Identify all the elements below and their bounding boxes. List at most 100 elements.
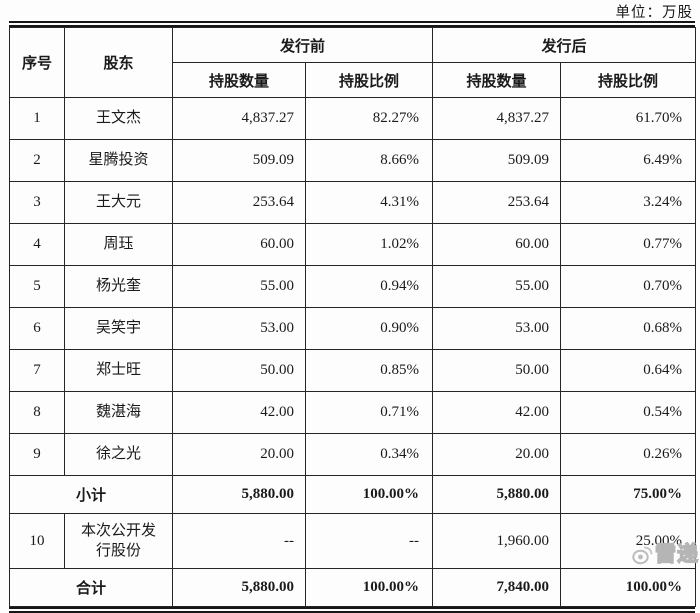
pre-qty: 60.00 xyxy=(172,223,306,266)
header-shareholder: 股东 xyxy=(64,27,173,98)
pre-ratio: 8.66% xyxy=(304,139,434,182)
pre-qty: 42.00 xyxy=(172,391,306,434)
post-qty: 509.09 xyxy=(432,139,562,182)
subtotal-post-qty: 5,880.00 xyxy=(432,475,562,514)
pre-qty: 509.09 xyxy=(172,139,306,182)
shareholding-table-container: 序号 股东 发行前 发行后 持股数量 持股比例 持股数量 持股比例 1 王文杰 … xyxy=(9,21,697,613)
pre-qty: 55.00 xyxy=(172,265,306,308)
row-index: 4 xyxy=(9,223,65,266)
total-pre-qty: 5,880.00 xyxy=(172,568,306,607)
pre-ratio: 0.90% xyxy=(304,307,434,350)
table-row: 7 郑士旺 50.00 0.85% 50.00 0.64% xyxy=(9,349,697,392)
pre-ratio: 0.85% xyxy=(304,349,434,392)
post-ratio: 3.24% xyxy=(560,181,697,224)
pre-ratio: 0.34% xyxy=(304,433,434,476)
table-row: 8 魏湛海 42.00 0.71% 42.00 0.54% xyxy=(9,391,697,434)
shareholder-name: 周珏 xyxy=(64,223,173,266)
post-ratio: 0.64% xyxy=(560,349,697,392)
row-index: 5 xyxy=(9,265,65,308)
post-ratio: 0.70% xyxy=(560,265,697,308)
shareholder-name: 星腾投资 xyxy=(64,139,173,182)
row-index: 10 xyxy=(9,513,65,569)
shareholder-name: 郑士旺 xyxy=(64,349,173,392)
post-ratio: 0.26% xyxy=(560,433,697,476)
table-body: 1 王文杰 4,837.27 82.27% 4,837.27 61.70% 2 … xyxy=(9,97,697,607)
subtotal-post-ratio: 75.00% xyxy=(560,475,697,514)
pre-ratio: 0.94% xyxy=(304,265,434,308)
total-post-qty: 7,840.00 xyxy=(432,568,562,607)
header-no: 序号 xyxy=(9,27,65,98)
post-ratio: 0.68% xyxy=(560,307,697,350)
shareholder-name: 王大元 xyxy=(64,181,173,224)
post-ratio: 0.77% xyxy=(560,223,697,266)
table-row: 2 星腾投资 509.09 8.66% 509.09 6.49% xyxy=(9,139,697,182)
post-qty: 253.64 xyxy=(432,181,562,224)
row-index: 2 xyxy=(9,139,65,182)
header-pre-issue: 发行前 xyxy=(171,27,434,63)
pre-qty: -- xyxy=(172,513,306,569)
total-label: 合计 xyxy=(9,568,173,607)
table-row: 5 杨光奎 55.00 0.94% 55.00 0.70% xyxy=(9,265,697,308)
table-header: 序号 股东 发行前 发行后 持股数量 持股比例 持股数量 持股比例 xyxy=(9,27,697,98)
subtotal-pre-qty: 5,880.00 xyxy=(172,475,306,514)
total-row: 合计 5,880.00 100.00% 7,840.00 100.00% xyxy=(9,568,697,607)
table-row: 4 周珏 60.00 1.02% 60.00 0.77% xyxy=(9,223,697,266)
shareholder-name: 本次公开发行股份 xyxy=(64,513,173,569)
row-index: 3 xyxy=(9,181,65,224)
weibo-eye-icon xyxy=(631,544,654,565)
shareholder-name: 魏湛海 xyxy=(64,391,173,434)
table-row: 9 徐之光 20.00 0.34% 20.00 0.26% xyxy=(9,433,697,476)
subtotal-pre-ratio: 100.00% xyxy=(304,475,434,514)
pre-ratio: 1.02% xyxy=(304,223,434,266)
post-qty: 50.00 xyxy=(432,349,562,392)
unit-label: 单位：万股 xyxy=(615,5,693,21)
shareholding-table: 序号 股东 发行前 发行后 持股数量 持股比例 持股数量 持股比例 1 王文杰 … xyxy=(9,27,697,607)
pre-qty: 50.00 xyxy=(172,349,306,392)
header-post-issue: 发行后 xyxy=(432,27,697,63)
post-qty: 1,960.00 xyxy=(432,513,562,569)
post-qty: 60.00 xyxy=(432,223,562,266)
post-qty: 42.00 xyxy=(432,391,562,434)
post-ratio: 0.54% xyxy=(560,391,697,434)
row-index: 8 xyxy=(9,391,65,434)
post-ratio: 61.70% xyxy=(560,97,697,140)
pre-ratio: 82.27% xyxy=(304,97,434,140)
table-row: 3 王大元 253.64 4.31% 253.64 3.24% xyxy=(9,181,697,224)
pre-ratio: 4.31% xyxy=(304,181,434,224)
pre-ratio: 0.71% xyxy=(304,391,434,434)
shareholder-name: 吴笑宇 xyxy=(64,307,173,350)
post-qty: 53.00 xyxy=(432,307,562,350)
total-pre-ratio: 100.00% xyxy=(304,568,434,607)
pre-qty: 4,837.27 xyxy=(172,97,306,140)
post-qty: 4,837.27 xyxy=(432,97,562,140)
total-post-ratio: 100.00% xyxy=(560,568,697,607)
table-row: 6 吴笑宇 53.00 0.90% 53.00 0.68% xyxy=(9,307,697,350)
shareholder-name: 徐之光 xyxy=(64,433,173,476)
subtotal-row: 小计 5,880.00 100.00% 5,880.00 75.00% xyxy=(9,475,697,514)
pre-qty: 253.64 xyxy=(172,181,306,224)
table-row: 1 王文杰 4,837.27 82.27% 4,837.27 61.70% xyxy=(9,97,697,140)
header-pre-ratio: 持股比例 xyxy=(304,62,434,98)
post-qty: 55.00 xyxy=(432,265,562,308)
public-offering-row: 10 本次公开发行股份 -- -- 1,960.00 25.00% xyxy=(9,513,697,569)
header-pre-qty: 持股数量 xyxy=(172,62,306,98)
shareholder-name: 王文杰 xyxy=(64,97,173,140)
header-post-ratio: 持股比例 xyxy=(560,62,697,98)
header-post-qty: 持股数量 xyxy=(432,62,562,98)
post-ratio: 6.49% xyxy=(560,139,697,182)
pre-ratio: -- xyxy=(304,513,434,569)
row-index: 9 xyxy=(9,433,65,476)
header-row-2: 持股数量 持股比例 持股数量 持股比例 xyxy=(10,62,697,98)
row-index: 1 xyxy=(9,97,65,140)
post-ratio: 25.00% xyxy=(560,513,697,569)
post-qty: 20.00 xyxy=(432,433,562,476)
shareholder-name: 杨光奎 xyxy=(64,265,173,308)
header-row-1: 序号 股东 发行前 发行后 xyxy=(9,27,697,98)
pre-qty: 53.00 xyxy=(172,307,306,350)
row-index: 6 xyxy=(9,307,65,350)
watermark-brand-text: 雷递 xyxy=(654,543,699,566)
row-index: 7 xyxy=(9,349,65,392)
watermark: 雷递 xyxy=(631,543,699,566)
subtotal-label: 小计 xyxy=(9,475,173,514)
pre-qty: 20.00 xyxy=(172,433,306,476)
